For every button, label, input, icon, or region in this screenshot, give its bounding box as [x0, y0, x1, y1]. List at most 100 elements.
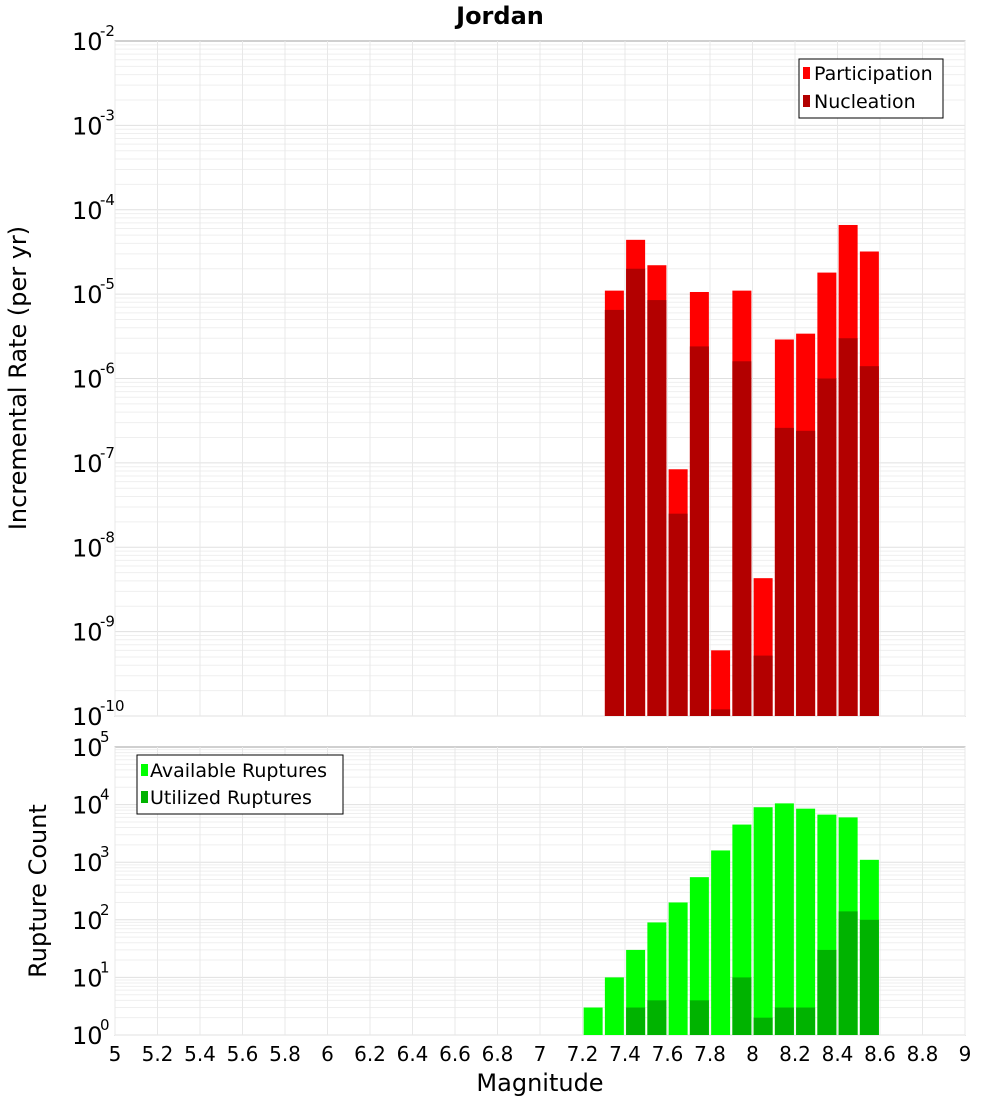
available-legend-swatch [141, 764, 148, 776]
count-bar-available-ruptures [796, 808, 816, 1035]
count-bar-utilized-ruptures [838, 911, 858, 1035]
rate-y-tick-exponent: -8 [100, 528, 115, 546]
rate-bar-nucleation [604, 309, 624, 716]
rate-bar-nucleation [711, 709, 731, 716]
rate-y-tick-label: 10 [72, 534, 103, 562]
count-y-axis-label: Rupture Count [24, 804, 52, 978]
utilized-legend-label: Utilized Ruptures [150, 787, 312, 809]
rate-bar-nucleation [859, 366, 879, 716]
count-bar-utilized-ruptures [817, 949, 837, 1035]
x-tick-label: 8.2 [779, 1042, 811, 1066]
rate-legend-box [798, 58, 944, 119]
count-bar-available-ruptures [753, 807, 773, 1035]
count-y-tick-label: 10 [72, 734, 103, 762]
x-tick-label: 5.8 [269, 1042, 301, 1066]
nucleation-legend-swatch [803, 95, 810, 107]
participation-legend-swatch [803, 67, 810, 79]
available-legend-label: Available Ruptures [150, 760, 327, 782]
participation-legend-label: Participation [814, 63, 933, 85]
count-bar-utilized-ruptures [647, 1000, 667, 1035]
x-tick-label: 6.2 [354, 1042, 386, 1066]
count-y-tick-label: 10 [72, 792, 103, 820]
rate-bar-participation [711, 650, 731, 716]
rate-y-tick-exponent: -6 [100, 360, 115, 378]
count-bar-utilized-ruptures [626, 1007, 646, 1035]
count-bar-utilized-ruptures [689, 1000, 709, 1035]
utilized-legend-swatch [141, 791, 148, 803]
x-tick-label: 7.6 [652, 1042, 684, 1066]
x-tick-label: 6 [321, 1042, 334, 1066]
rate-bar-nucleation [668, 513, 688, 716]
x-tick-label: 6.6 [439, 1042, 471, 1066]
count-y-tick-label: 10 [72, 849, 103, 877]
count-bar-available-ruptures [604, 977, 624, 1035]
rate-bar-nucleation [626, 268, 646, 716]
rate-plot-bars [604, 224, 879, 716]
count-bar-available-ruptures [668, 902, 688, 1035]
x-tick-label: 7 [534, 1042, 547, 1066]
rate-bar-nucleation [753, 655, 773, 716]
count-bar-utilized-ruptures [753, 1017, 773, 1035]
rate-y-tick-exponent: -5 [100, 275, 115, 293]
x-tick-label: 5 [109, 1042, 122, 1066]
x-tick-label: 7.4 [609, 1042, 641, 1066]
count-y-tick-exponent: 1 [100, 958, 110, 976]
x-tick-label: 8.8 [907, 1042, 939, 1066]
x-tick-label: 8.6 [864, 1042, 896, 1066]
rate-y-tick-exponent: -2 [100, 22, 115, 40]
count-bar-available-ruptures [711, 850, 731, 1035]
rate-y-tick-label: 10 [72, 703, 103, 731]
chart-title: Jordan [454, 2, 544, 30]
rate-legend: Participation Nucleation [798, 58, 944, 119]
count-legend-box [136, 754, 344, 815]
x-tick-label: 7.8 [694, 1042, 726, 1066]
nucleation-legend-label: Nucleation [814, 91, 916, 113]
x-tick-label: 7.2 [567, 1042, 599, 1066]
x-tick-label: 6.4 [397, 1042, 429, 1066]
rate-bar-nucleation [838, 338, 858, 716]
rate-y-tick-label: 10 [72, 366, 103, 394]
rate-bar-nucleation [647, 300, 667, 716]
count-bar-available-ruptures [689, 877, 709, 1035]
x-tick-label: 9 [959, 1042, 972, 1066]
rate-bar-nucleation [689, 346, 709, 716]
count-y-tick-exponent: 0 [100, 1016, 110, 1034]
rate-y-tick-exponent: -10 [100, 697, 125, 715]
x-tick-label: 6.8 [482, 1042, 514, 1066]
rate-y-tick-label: 10 [72, 112, 103, 140]
count-legend: Available Ruptures Utilized Ruptures [136, 754, 344, 815]
rate-y-tick-label: 10 [72, 281, 103, 309]
x-tick-label: 8.4 [822, 1042, 854, 1066]
x-tick-labels: 5 5.2 5.4 5.6 5.8 6 6.2 6.4 6.6 6.8 7 7.2 7.4 7.6 7.8 8… [109, 1042, 972, 1066]
rate-plot-grid [114, 41, 966, 717]
count-plot-bars [583, 803, 879, 1035]
x-tick-label: 5.4 [184, 1042, 216, 1066]
rate-y-tick-label: 10 [72, 619, 103, 647]
rate-bar-nucleation [774, 427, 794, 716]
count-y-tick-label: 10 [72, 964, 103, 992]
count-bar-available-ruptures [583, 1007, 603, 1035]
x-tick-label: 5.2 [142, 1042, 174, 1066]
count-y-tick-exponent: 5 [100, 728, 110, 746]
x-tick-label: 5.6 [227, 1042, 259, 1066]
count-y-tick-label: 10 [72, 907, 103, 935]
x-axis-label: Magnitude [476, 1069, 603, 1097]
x-tick-label: 8 [746, 1042, 759, 1066]
count-bar-available-ruptures [774, 803, 794, 1035]
count-y-tick-label: 10 [72, 1022, 103, 1050]
count-bar-utilized-ruptures [774, 1007, 794, 1035]
rate-y-tick-label: 10 [72, 450, 103, 478]
rate-y-tick-exponent: -3 [100, 106, 115, 124]
rate-bar-nucleation [817, 378, 837, 716]
rate-bar-nucleation [732, 361, 752, 716]
count-y-tick-exponent: 4 [100, 786, 110, 804]
count-bar-utilized-ruptures [732, 977, 752, 1035]
rate-bar-nucleation [796, 430, 816, 716]
rate-y-tick-label: 10 [72, 197, 103, 225]
rate-y-tick-exponent: -4 [100, 191, 115, 209]
rate-y-tick-exponent: -7 [100, 444, 115, 462]
count-y-tick-exponent: 2 [100, 901, 110, 919]
